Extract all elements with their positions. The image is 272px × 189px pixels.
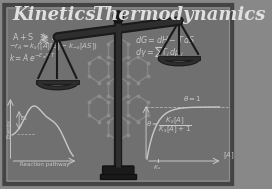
Text: $\theta = \dfrac{K_s[A]}{K_s[A]+1}$: $\theta = \dfrac{K_s[A]}{K_s[A]+1}$ (146, 115, 191, 135)
Text: $K_s$: $K_s$ (153, 163, 162, 172)
Text: Thermodynamics: Thermodynamics (92, 6, 266, 24)
Text: $\theta = 1$: $\theta = 1$ (183, 94, 201, 103)
Text: $k_a$: $k_a$ (41, 31, 49, 40)
FancyBboxPatch shape (103, 166, 134, 176)
FancyBboxPatch shape (4, 5, 232, 184)
Text: $k_{-a}$: $k_{-a}$ (38, 38, 50, 47)
Circle shape (113, 11, 123, 23)
Text: $[A]$: $[A]$ (223, 150, 235, 161)
Text: $\mathrm{AS}$: $\mathrm{AS}$ (51, 31, 63, 42)
Bar (100, 174, 137, 179)
Polygon shape (116, 14, 121, 22)
Text: $k = A\,e^{-E_a/RT}$: $k = A\,e^{-E_a/RT}$ (9, 52, 55, 64)
Text: $E_a$: $E_a$ (20, 114, 29, 123)
Text: $-r_A = k_s([A][S] - k_{-s}[AS])$: $-r_A = k_s([A][S] - k_{-s}[AS])$ (9, 42, 98, 53)
Text: Reaction pathway: Reaction pathway (20, 162, 69, 167)
Text: Energy: Energy (6, 119, 11, 138)
Text: Kinetics: Kinetics (12, 6, 96, 24)
Text: $dG = dH - T\,dS$: $dG = dH - T\,dS$ (135, 34, 195, 45)
Text: $d\gamma = \sum \Gamma_i\,d\mu_i$: $d\gamma = \sum \Gamma_i\,d\mu_i$ (135, 45, 183, 59)
Text: $\mathrm{A + S}$: $\mathrm{A + S}$ (12, 31, 34, 42)
